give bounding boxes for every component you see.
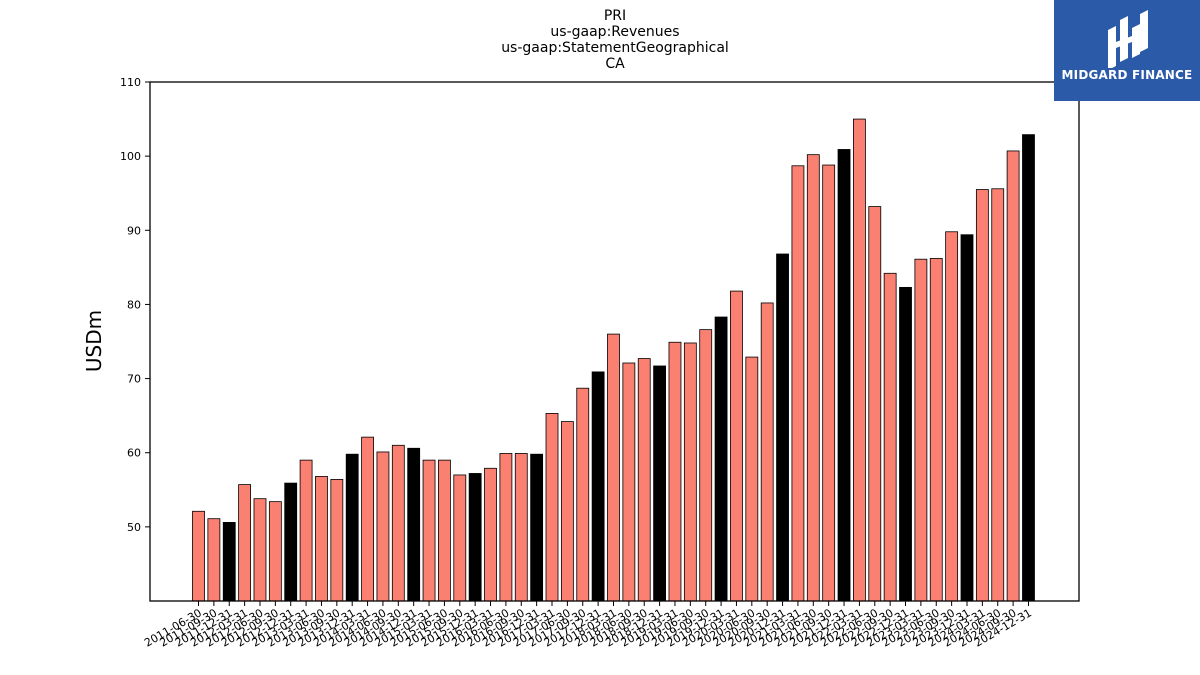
y-tick-label: 110 <box>120 76 141 89</box>
bar-2016-09-30 <box>514 453 528 602</box>
bar-2013-06-30 <box>315 476 328 602</box>
bar-2022-03-31 <box>853 118 866 602</box>
bar-2020-09-30 <box>760 302 774 602</box>
bar-2022-09-30 <box>883 272 897 602</box>
bar-2021-03-31 <box>791 165 805 602</box>
bar-2012-06-30 <box>253 498 267 602</box>
bar-2012-12-31 <box>284 482 298 602</box>
chart-title: PRIus-gaap:Revenuesus-gaap:StatementGeog… <box>501 8 729 72</box>
bar-2014-03-31 <box>361 436 374 602</box>
bar-2017-03-31 <box>545 413 559 602</box>
bar-2021-06-30 <box>806 154 820 602</box>
bar-2015-06-30 <box>438 459 451 602</box>
bar-2013-12-31 <box>345 453 359 602</box>
bar-2019-03-31 <box>668 341 682 602</box>
bar-2015-09-30 <box>453 474 467 602</box>
bar-2015-03-31 <box>422 459 436 602</box>
bar-2020-12-31 <box>776 253 789 602</box>
y-tick-label: 60 <box>127 447 141 460</box>
y-tick-label: 50 <box>127 521 141 534</box>
bar-2011-06-30 <box>192 510 205 602</box>
bar-2013-03-31 <box>299 459 313 602</box>
midgard-finance-logo: MIDGARD FINANCE <box>1054 0 1200 101</box>
bar-2018-03-31 <box>607 333 620 602</box>
y-tick-label: 80 <box>127 298 141 311</box>
bar-2018-09-30 <box>637 358 651 602</box>
bar-2014-09-30 <box>391 444 405 602</box>
bar-2021-12-31 <box>837 149 851 602</box>
bar-2022-12-31 <box>899 286 912 602</box>
bar-2016-12-31 <box>530 453 544 602</box>
bar-2019-09-30 <box>699 329 713 602</box>
logo-text: MIDGARD FINANCE <box>1061 68 1193 82</box>
bar-2023-03-31 <box>914 258 928 602</box>
bar-2017-09-30 <box>576 387 590 602</box>
bar-2020-03-31 <box>730 290 743 602</box>
bar-2011-09-30 <box>207 518 221 602</box>
bar-2018-06-30 <box>622 362 636 602</box>
bar-2018-12-31 <box>653 365 666 602</box>
bar-2023-06-30 <box>929 258 943 602</box>
bar-2024-03-31 <box>975 189 989 602</box>
y-tick-label: 70 <box>127 373 141 386</box>
bar-2013-09-30 <box>330 479 344 602</box>
bar-2016-06-30 <box>499 453 513 602</box>
y-axis-label: USDm <box>82 310 106 372</box>
bar-2020-06-30 <box>745 356 759 602</box>
chart-title-line: PRI <box>604 8 626 24</box>
plot-frame <box>149 81 1080 602</box>
bar-2015-12-31 <box>468 473 482 602</box>
y-tick-label: 90 <box>127 224 141 237</box>
bar-2019-06-30 <box>683 342 697 602</box>
bar-2019-12-31 <box>714 316 728 602</box>
bar-2014-06-30 <box>376 451 390 602</box>
bar-2021-09-30 <box>822 164 836 602</box>
chart-title-line: us-gaap:StatementGeographical <box>501 40 729 56</box>
bar-2023-09-30 <box>945 231 959 602</box>
bar-2014-12-31 <box>407 447 421 602</box>
bar-2022-06-30 <box>868 206 882 602</box>
bars <box>192 118 1035 602</box>
bar-2012-09-30 <box>268 501 282 602</box>
bar-2017-06-30 <box>560 421 574 602</box>
bar-2024-06-30 <box>991 188 1005 602</box>
bar-2023-12-31 <box>960 234 974 602</box>
x-axis: 2011-06-302011-09-302011-12-312012-03-31… <box>142 601 1034 650</box>
chart-title-line: CA <box>605 56 625 72</box>
bar-2012-03-31 <box>238 484 252 602</box>
bar-2017-12-31 <box>591 371 605 602</box>
y-tick-label: 100 <box>120 150 141 163</box>
bar-2024-12-31 <box>1022 134 1035 602</box>
chart-title-line: us-gaap:Revenues <box>550 24 679 40</box>
bar-2016-03-31 <box>484 467 497 602</box>
bar-2011-12-31 <box>222 522 236 602</box>
y-axis: 50 60 70 80 90 100 110 <box>120 76 150 534</box>
logo-mark-icon <box>1108 10 1148 68</box>
bar-2024-09-30 <box>1006 150 1020 602</box>
